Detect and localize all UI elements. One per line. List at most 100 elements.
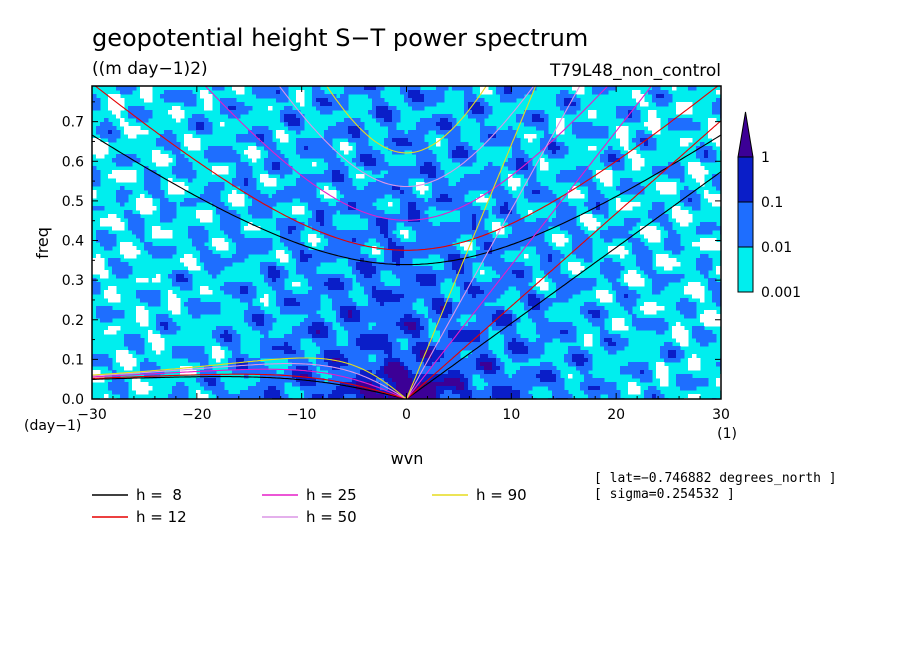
power-cell: [472, 206, 477, 211]
power-cell: [440, 98, 445, 103]
power-cell: [188, 234, 193, 239]
power-cell: [436, 142, 441, 147]
power-cell: [380, 210, 385, 215]
power-cell: [188, 230, 193, 235]
power-cell: [256, 90, 261, 95]
power-cell: [192, 298, 197, 303]
power-cell: [312, 150, 317, 155]
power-cell: [464, 282, 469, 287]
power-cell: [544, 194, 549, 199]
power-cell: [496, 90, 501, 95]
power-cell: [464, 110, 469, 115]
power-cell: [252, 246, 257, 251]
power-cell: [708, 286, 713, 291]
power-cell: [176, 166, 181, 171]
power-cell: [212, 310, 217, 315]
power-cell: [692, 286, 697, 291]
power-cell: [632, 114, 637, 119]
power-cell: [560, 170, 565, 175]
power-cell: [156, 194, 161, 199]
power-cell: [296, 150, 301, 155]
power-cell: [184, 278, 189, 283]
power-cell: [624, 274, 629, 279]
power-cell: [268, 242, 273, 247]
power-cell: [604, 150, 609, 155]
power-cell: [628, 118, 633, 123]
power-cell: [248, 318, 253, 323]
power-cell: [404, 250, 409, 255]
power-cell: [460, 154, 465, 159]
power-cell: [388, 222, 393, 227]
power-cell: [440, 90, 445, 95]
power-cell: [664, 190, 669, 195]
power-cell: [524, 290, 529, 295]
power-cell: [480, 178, 485, 183]
power-cell: [556, 118, 561, 123]
power-cell: [168, 230, 173, 235]
power-cell: [576, 130, 581, 135]
power-cell: [328, 150, 333, 155]
power-cell: [304, 138, 309, 143]
power-cell: [680, 138, 685, 143]
power-cell: [400, 290, 405, 295]
power-cell: [436, 318, 441, 323]
power-cell: [508, 126, 513, 131]
power-cell: [260, 298, 265, 303]
power-cell: [256, 206, 261, 211]
power-cell: [684, 122, 689, 127]
power-cell: [116, 194, 121, 199]
power-cell: [584, 182, 589, 187]
power-cell: [380, 166, 385, 171]
power-cell: [536, 314, 541, 319]
power-cell: [280, 174, 285, 179]
power-cell: [656, 98, 661, 103]
power-cell: [364, 190, 369, 195]
power-cell: [92, 282, 97, 287]
power-cell: [624, 230, 629, 235]
power-cell: [200, 246, 205, 251]
power-cell: [116, 190, 121, 195]
power-cell: [352, 234, 357, 239]
power-cell: [624, 114, 629, 119]
power-cell: [388, 138, 393, 143]
power-cell: [220, 150, 225, 155]
power-cell: [448, 190, 453, 195]
power-cell: [668, 278, 673, 283]
power-cell: [360, 322, 365, 327]
power-cell: [120, 170, 125, 175]
power-cell: [528, 310, 533, 315]
power-cell: [372, 198, 377, 203]
power-cell: [428, 278, 433, 283]
power-cell: [428, 166, 433, 171]
power-cell: [408, 86, 413, 91]
power-cell: [688, 290, 693, 295]
power-cell: [168, 142, 173, 147]
power-cell: [472, 154, 477, 159]
power-cell: [456, 130, 461, 135]
power-cell: [664, 258, 669, 263]
power-cell: [652, 290, 657, 295]
power-cell: [444, 242, 449, 247]
power-cell: [376, 278, 381, 283]
power-cell: [384, 174, 389, 179]
power-cell: [624, 190, 629, 195]
power-cell: [124, 86, 129, 91]
power-cell: [420, 290, 425, 295]
power-cell: [372, 222, 377, 227]
power-cell: [480, 306, 485, 311]
power-cell: [132, 222, 137, 227]
power-cell: [144, 322, 149, 327]
power-cell: [436, 94, 441, 99]
power-cell: [428, 242, 433, 247]
power-cell: [424, 158, 429, 163]
power-cell: [492, 130, 497, 135]
power-cell: [148, 110, 153, 115]
power-cell: [480, 102, 485, 107]
power-cell: [320, 322, 325, 327]
power-cell: [236, 90, 241, 95]
power-cell: [380, 266, 385, 271]
power-cell: [532, 134, 537, 139]
power-cell: [496, 294, 501, 299]
power-cell: [624, 234, 629, 239]
power-cell: [108, 218, 113, 223]
